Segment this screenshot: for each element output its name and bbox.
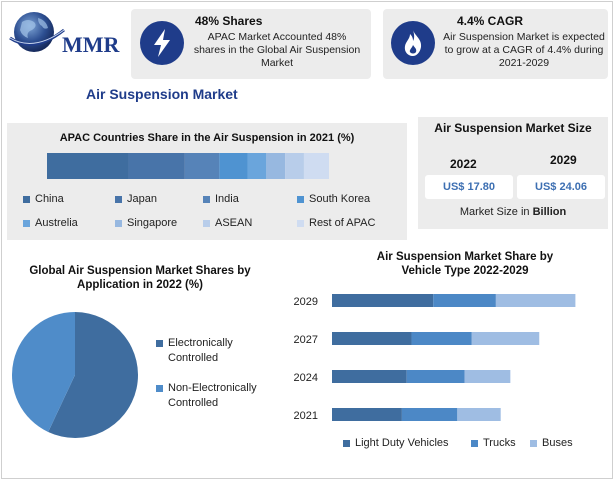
apac-share-chart bbox=[47, 153, 329, 179]
legend-label: India bbox=[215, 193, 239, 205]
vehicle-type-chart: 2029 2027 2024 2021 bbox=[294, 294, 576, 422]
legend-swatch bbox=[297, 219, 304, 227]
apac-legend-south-korea: South Korea bbox=[297, 193, 370, 205]
legend-swatch bbox=[115, 219, 122, 227]
pie-legend-electronically-controlled: Electronically Controlled bbox=[156, 336, 276, 366]
apac-segment-rest-of-apac bbox=[303, 153, 329, 179]
apac-segment-china bbox=[47, 153, 129, 179]
highlight-shares-card: 48% Shares APAC Market Accounted 48% sha… bbox=[131, 9, 371, 79]
lightning-icon bbox=[140, 21, 184, 65]
market-size-title: Air Suspension Market Size bbox=[434, 121, 592, 135]
legend-label: Non-Electronically Controlled bbox=[168, 382, 257, 409]
legend-label: Buses bbox=[542, 437, 573, 449]
highlight-shares-text: APAC Market Accounted 48% shares in the … bbox=[193, 31, 361, 69]
apac-legend-china: China bbox=[23, 193, 64, 205]
legend-label: Electronically Controlled bbox=[168, 337, 233, 364]
legend-swatch bbox=[203, 195, 210, 203]
apac-legend-japan: Japan bbox=[115, 193, 157, 205]
vehicle-legend-trucks: Trucks bbox=[471, 437, 516, 449]
highlight-cagr-text: Air Suspension Market is expected to gro… bbox=[443, 31, 605, 69]
pie-slice-non-electronically-controlled bbox=[12, 312, 75, 433]
legend-swatch bbox=[203, 219, 210, 227]
legend-label: Singapore bbox=[127, 217, 178, 229]
legend-swatch bbox=[471, 439, 478, 447]
vehicle-bar-2029-trucks bbox=[433, 294, 496, 307]
market-size-year-2029: 2029 bbox=[550, 153, 577, 167]
application-chart-title: Global Air Suspension Market Shares by A… bbox=[29, 265, 251, 291]
application-pie-chart bbox=[12, 312, 138, 438]
pie-slice-electronically-controlled bbox=[48, 312, 138, 438]
vehicle-bar-2021-buses bbox=[457, 408, 501, 421]
legend-label: Trucks bbox=[483, 437, 516, 449]
legend-swatch bbox=[343, 439, 350, 447]
vehicle-bar-2024-light-duty-vehicles bbox=[332, 370, 407, 383]
legend-label: Light Duty Vehicles bbox=[355, 437, 449, 449]
vehicle-bar-2021-light-duty-vehicles bbox=[332, 408, 402, 421]
vehicle-year-label-2021: 2021 bbox=[294, 410, 318, 422]
apac-legend-singapore: Singapore bbox=[115, 217, 177, 229]
legend-swatch bbox=[23, 195, 30, 203]
apac-segment-asean bbox=[285, 153, 304, 179]
brand-name: MMR bbox=[62, 32, 120, 57]
legend-label: ASEAN bbox=[215, 217, 253, 229]
legend-label: Rest of APAC bbox=[309, 217, 376, 229]
apac-segment-india bbox=[184, 153, 220, 179]
apac-legend-rest-of-apac: Rest of APAC bbox=[297, 217, 375, 229]
legend-label: China bbox=[35, 193, 64, 205]
market-size-panel: Air Suspension Market Size 2022 2029 US$… bbox=[418, 117, 608, 229]
vehicle-bar-2029-light-duty-vehicles bbox=[332, 294, 434, 307]
legend-swatch bbox=[156, 340, 163, 347]
market-size-year-2022: 2022 bbox=[450, 157, 477, 171]
apac-legend-austrelia: Austrelia bbox=[23, 217, 78, 229]
apac-legend-asean: ASEAN bbox=[203, 217, 252, 229]
vehicle-bar-2027-trucks bbox=[411, 332, 472, 345]
vehicle-bar-2024-trucks bbox=[406, 370, 465, 383]
apac-segment-austrelia bbox=[247, 153, 267, 179]
highlight-cagr-title: 4.4% CAGR bbox=[457, 14, 524, 28]
legend-swatch bbox=[156, 385, 163, 392]
flame-icon bbox=[391, 21, 435, 65]
vehicle-bar-2024-buses bbox=[464, 370, 511, 383]
vehicle-legend-light-duty-vehicles: Light Duty Vehicles bbox=[343, 437, 449, 449]
market-size-unit-note: Market Size in Billion bbox=[418, 206, 608, 218]
legend-swatch bbox=[297, 195, 304, 203]
highlight-shares-title: 48% Shares bbox=[195, 14, 263, 28]
highlight-cagr-card: 4.4% CAGR Air Suspension Market is expec… bbox=[383, 9, 608, 79]
vehicle-year-label-2027: 2027 bbox=[294, 334, 318, 346]
vehicle-year-label-2024: 2024 bbox=[294, 372, 318, 384]
page-title: Air Suspension Market bbox=[86, 86, 238, 102]
market-size-value-2029: US$ 24.06 bbox=[517, 175, 605, 199]
apac-share-panel: APAC Countries Share in the Air Suspensi… bbox=[7, 123, 407, 240]
apac-segment-japan bbox=[128, 153, 185, 179]
apac-segment-singapore bbox=[266, 153, 286, 179]
brand-logo: MMR bbox=[6, 8, 124, 58]
unit-note-word: Billion bbox=[532, 206, 567, 218]
vehicle-year-label-2029: 2029 bbox=[294, 296, 318, 308]
legend-swatch bbox=[23, 219, 30, 227]
apac-legend-india: India bbox=[203, 193, 239, 205]
apac-segment-south-korea bbox=[219, 153, 248, 179]
vehicle-bar-2027-buses bbox=[471, 332, 540, 345]
unit-note-text: Market Size in bbox=[459, 206, 530, 218]
legend-swatch bbox=[530, 439, 537, 447]
vehicle-bar-2021-trucks bbox=[401, 408, 458, 421]
legend-label: Japan bbox=[127, 193, 157, 205]
legend-swatch bbox=[115, 195, 122, 203]
globe-icon bbox=[9, 12, 65, 52]
legend-label: South Korea bbox=[309, 193, 371, 205]
legend-label: Austrelia bbox=[35, 217, 78, 229]
vehicle-bar-2027-light-duty-vehicles bbox=[332, 332, 412, 345]
vehicle-legend-buses: Buses bbox=[530, 437, 573, 449]
vehicle-bar-2029-buses bbox=[495, 294, 576, 307]
market-size-value-2022: US$ 17.80 bbox=[425, 175, 513, 199]
pie-legend-non-electronically-controlled: Non-Electronically Controlled bbox=[156, 381, 276, 411]
apac-chart-title: APAC Countries Share in the Air Suspensi… bbox=[59, 132, 355, 144]
vehicle-chart-title: Air Suspension Market Share by Vehicle T… bbox=[376, 251, 554, 277]
